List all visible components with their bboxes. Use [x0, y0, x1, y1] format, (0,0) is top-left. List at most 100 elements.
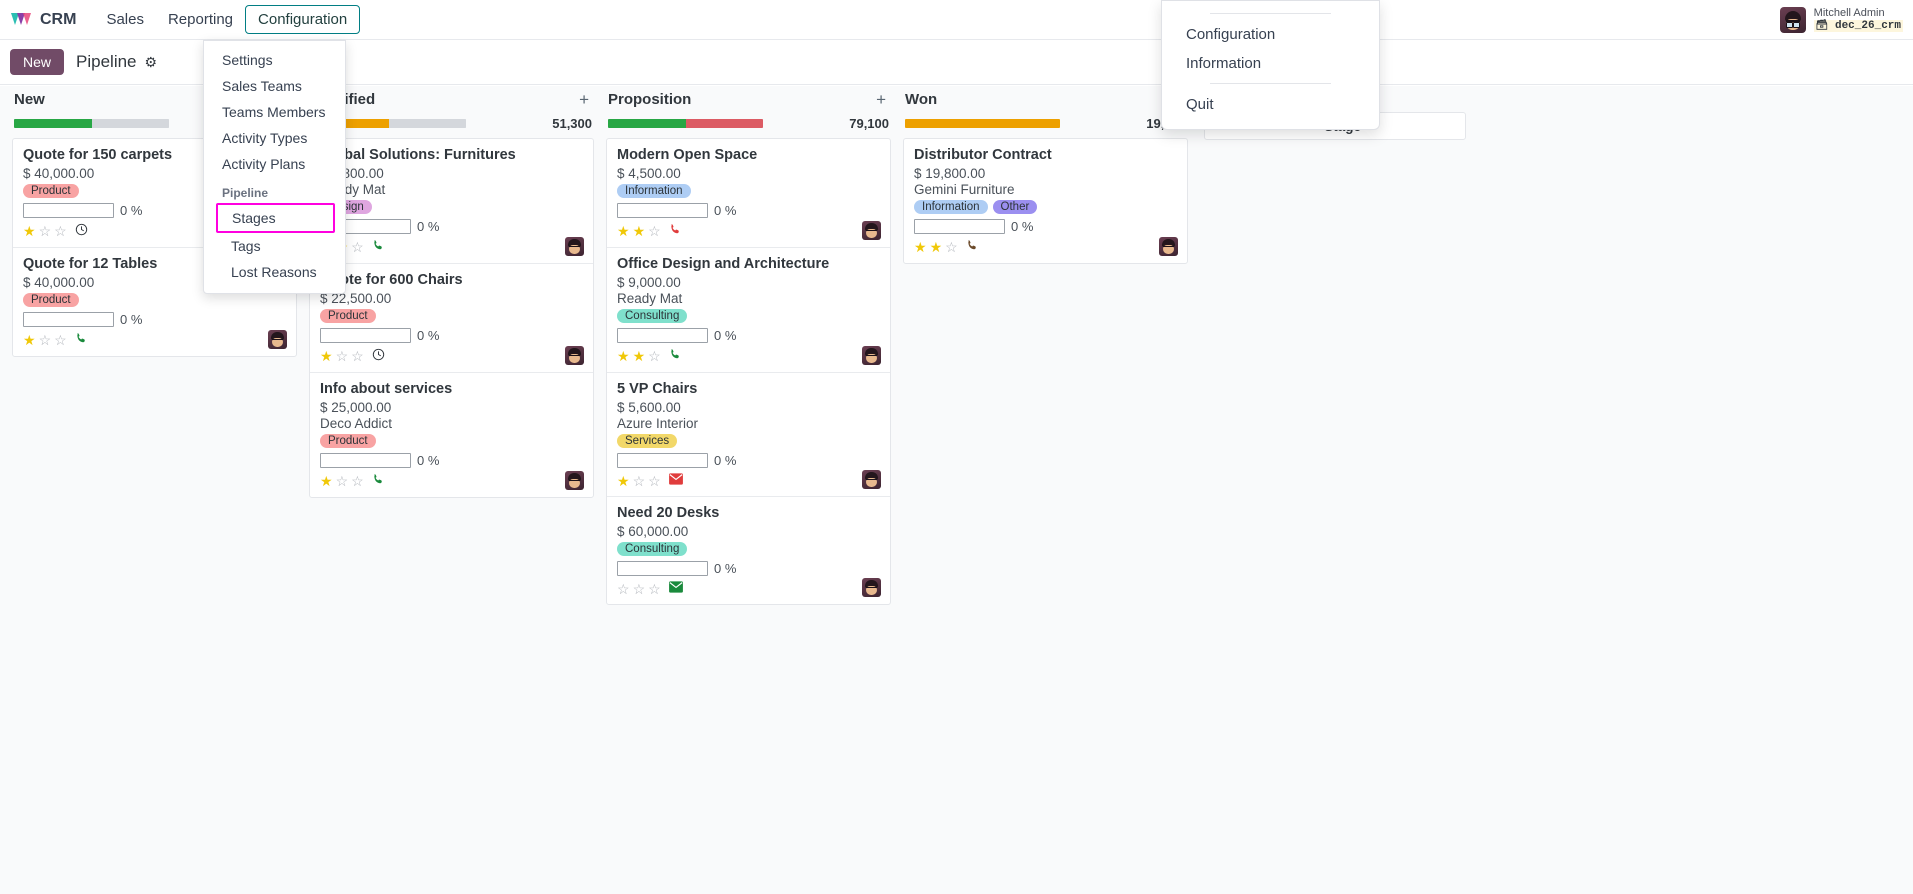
priority-star[interactable]: ★: [632, 348, 646, 364]
priority-star[interactable]: ★: [320, 473, 333, 489]
kanban-card[interactable]: Quote for 600 Chairs $ 22,500.00 Product 0 …: [310, 264, 593, 373]
menu-item-lost-reasons[interactable]: Lost Reasons: [231, 264, 317, 280]
priority-star[interactable]: ☆: [351, 473, 364, 489]
envelope-icon[interactable]: [668, 581, 683, 596]
column-progress-bar[interactable]: [14, 118, 169, 128]
priority-star[interactable]: ☆: [632, 472, 646, 489]
clock-icon[interactable]: [75, 223, 88, 239]
kanban-card[interactable]: Office Design and Architecture $ 9,000.00…: [607, 248, 890, 373]
card-tag[interactable]: Consulting: [617, 542, 688, 556]
menu-item-activity-types[interactable]: Activity Types: [222, 130, 308, 146]
avatar[interactable]: [565, 346, 584, 365]
column-title[interactable]: New: [14, 90, 45, 108]
kanban-card[interactable]: 5 VP Chairs $ 5,600.00 Azure Interior Servi…: [607, 373, 890, 497]
priority-star[interactable]: ★: [617, 472, 630, 489]
priority-star[interactable]: ★: [23, 332, 36, 348]
priority-star[interactable]: ☆: [351, 348, 364, 364]
card-progress-input[interactable]: [617, 561, 708, 576]
card-tag[interactable]: Product: [23, 184, 79, 198]
kanban-card[interactable]: Global Solutions: Furnitures $ 3,800.00 Re…: [310, 139, 593, 264]
app-brand-name[interactable]: CRM: [40, 10, 77, 28]
card-tag[interactable]: Services: [617, 434, 678, 448]
card-progress-input[interactable]: [23, 312, 114, 327]
user-menu-item-information[interactable]: Information: [1186, 55, 1262, 72]
phone-icon[interactable]: [372, 239, 385, 255]
priority-star[interactable]: ★: [929, 239, 943, 255]
gear-icon[interactable]: ⚙: [144, 53, 158, 70]
priority-star[interactable]: ★: [914, 239, 927, 255]
kanban-card[interactable]: Quote for 12 Tables $ 40,000.00 Product 0 %…: [13, 248, 296, 356]
kanban-card[interactable]: Info about services $ 25,000.00 Deco Addic…: [310, 373, 593, 497]
menu-item-settings[interactable]: Settings: [222, 52, 273, 68]
clock-icon[interactable]: [372, 348, 385, 364]
priority-star[interactable]: ☆: [54, 223, 67, 239]
card-tag[interactable]: Information: [914, 200, 988, 214]
menu-item-stages[interactable]: Stages: [216, 203, 335, 233]
avatar[interactable]: [1159, 237, 1178, 256]
priority-star[interactable]: ☆: [945, 239, 958, 255]
card-progress-input[interactable]: [23, 203, 114, 218]
priority-star[interactable]: ☆: [335, 473, 349, 489]
avatar[interactable]: [1779, 6, 1806, 33]
phone-icon[interactable]: [966, 239, 979, 255]
plus-icon[interactable]: +: [579, 89, 589, 109]
avatar[interactable]: [862, 578, 881, 597]
card-progress-input[interactable]: [617, 203, 708, 218]
priority-star[interactable]: ★: [320, 348, 333, 364]
kanban-card[interactable]: Distributor Contract $ 19,800.00 Gemini Fu…: [904, 139, 1187, 263]
card-tag[interactable]: Consulting: [617, 309, 688, 323]
priority-star[interactable]: ☆: [648, 348, 661, 364]
column-title[interactable]: Proposition: [608, 90, 692, 108]
user-menu-item-configuration[interactable]: Configuration: [1186, 26, 1276, 43]
priority-star[interactable]: ☆: [54, 332, 67, 348]
column-progress-bar[interactable]: [905, 118, 1060, 128]
priority-star[interactable]: ★: [23, 223, 36, 239]
phone-icon[interactable]: [372, 473, 385, 489]
card-tag[interactable]: Information: [617, 184, 691, 198]
priority-star[interactable]: ☆: [632, 580, 646, 597]
priority-star[interactable]: ☆: [648, 472, 661, 489]
user-menu-item-quit[interactable]: Quit: [1186, 96, 1214, 113]
card-tag[interactable]: Product: [320, 434, 376, 448]
avatar[interactable]: [565, 471, 584, 490]
card-progress-input[interactable]: [320, 328, 411, 343]
priority-star[interactable]: ☆: [351, 239, 364, 255]
card-progress-input[interactable]: [914, 219, 1005, 234]
menu-item-activity-plans[interactable]: Activity Plans: [222, 156, 306, 172]
new-button[interactable]: New: [10, 49, 65, 75]
column-title[interactable]: Won: [905, 90, 938, 108]
phone-icon[interactable]: [75, 332, 88, 348]
column-progress-bar[interactable]: [608, 118, 763, 128]
priority-star[interactable]: ☆: [617, 580, 630, 597]
plus-icon[interactable]: +: [876, 89, 886, 109]
avatar[interactable]: [565, 237, 584, 256]
envelope-icon[interactable]: [668, 473, 683, 488]
card-tag[interactable]: Other: [992, 200, 1038, 214]
priority-star[interactable]: ☆: [38, 332, 52, 348]
card-progress-input[interactable]: [617, 453, 708, 468]
priority-star[interactable]: ☆: [335, 348, 349, 364]
avatar[interactable]: [862, 470, 881, 489]
menu-item-sales-teams[interactable]: Sales Teams: [222, 78, 302, 94]
kanban-card[interactable]: Need 20 Desks $ 60,000.00 Consulting 0 % ☆ ☆ ☆: [607, 497, 890, 604]
avatar[interactable]: [268, 330, 287, 349]
priority-star[interactable]: ★: [632, 223, 646, 239]
card-progress-input[interactable]: [617, 328, 708, 343]
menu-item-tags[interactable]: Tags: [231, 238, 261, 254]
menu-item-teams-members[interactable]: Teams Members: [222, 104, 326, 120]
nav-item-configuration[interactable]: Configuration: [245, 5, 361, 34]
phone-icon[interactable]: [669, 223, 682, 239]
avatar[interactable]: [862, 346, 881, 365]
priority-star[interactable]: ☆: [38, 223, 52, 239]
nav-item-sales[interactable]: Sales: [106, 11, 144, 28]
card-tag[interactable]: Product: [23, 293, 79, 307]
priority-star[interactable]: ☆: [648, 580, 661, 597]
kanban-card[interactable]: Quote for 150 carpets $ 40,000.00 Product 0…: [13, 139, 296, 248]
user-info[interactable]: Mitchell Admin 🗃 dec_26_crm: [1813, 7, 1903, 32]
odoo-logo-icon[interactable]: [8, 7, 34, 33]
priority-star[interactable]: ☆: [648, 223, 661, 239]
kanban-card[interactable]: Modern Open Space $ 4,500.00 Information 0 …: [607, 139, 890, 248]
priority-star[interactable]: ★: [617, 348, 630, 364]
avatar[interactable]: [862, 221, 881, 240]
card-progress-input[interactable]: [320, 453, 411, 468]
